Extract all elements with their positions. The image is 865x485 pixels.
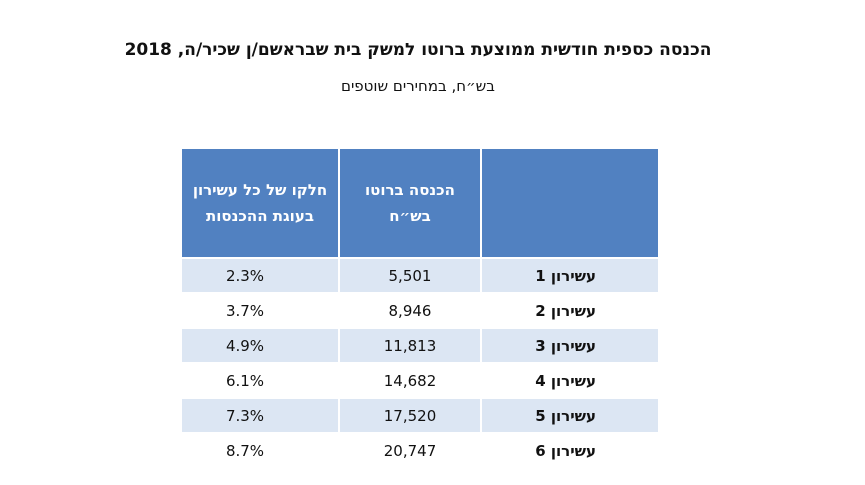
table-cell: 14,682: [338, 362, 482, 399]
table-row: עשירון 5 17,520 7.3%: [180, 397, 660, 434]
header-cell: [480, 147, 660, 259]
table-cell: 11,813: [338, 327, 482, 364]
table-row: עשירון 4 14,682 6.1%: [180, 362, 660, 399]
table-body: עשירון 1 5,501 2.3% עשירון 2 8,946 3.7% עשירון…: [180, 257, 660, 469]
table-row: עשירון 2 8,946 3.7%: [180, 292, 660, 329]
header-row: הכנסה ברוטו בש״ח חלקו של כל עשירון בעוגת…: [180, 147, 660, 259]
table-cell: 2.3%: [180, 257, 340, 294]
table-row: עשירון 6 20,747 8.7%: [180, 432, 660, 469]
table-cell: עשירון 3: [480, 327, 660, 364]
title: הכנסה כספית חודשית ממוצעת ברוטו למשק בית…: [124, 40, 712, 60]
table-cell: 7.3%: [180, 397, 340, 434]
table-cell: 3.7%: [180, 292, 340, 329]
table-cell: 6.1%: [180, 362, 340, 399]
table-cell: עשירון 5: [480, 397, 660, 434]
table-cell: עשירון 4: [480, 362, 660, 399]
table-row: עשירון 3 11,813 4.9%: [180, 327, 660, 364]
table-cell: 8,946: [338, 292, 482, 329]
table-cell: 8.7%: [180, 432, 340, 469]
table-cell: עשירון 6: [480, 432, 660, 469]
subtitle: בש״ח, במחירים שוטפים: [341, 77, 495, 95]
header-cell: חלקו של כל עשירון בעוגת ההכנסות: [180, 147, 340, 259]
header-cell: הכנסה ברוטו בש״ח: [338, 147, 482, 259]
income-table: הכנסה ברוטו בש״ח חלקו של כל עשירון בעוגת…: [180, 147, 660, 469]
table-cell: 20,747: [338, 432, 482, 469]
table-row: עשירון 1 5,501 2.3%: [180, 257, 660, 294]
table-cell: עשירון 1: [480, 257, 660, 294]
table-cell: 4.9%: [180, 327, 340, 364]
table-cell: 17,520: [338, 397, 482, 434]
table-cell: 5,501: [338, 257, 482, 294]
table-cell: עשירון 2: [480, 292, 660, 329]
